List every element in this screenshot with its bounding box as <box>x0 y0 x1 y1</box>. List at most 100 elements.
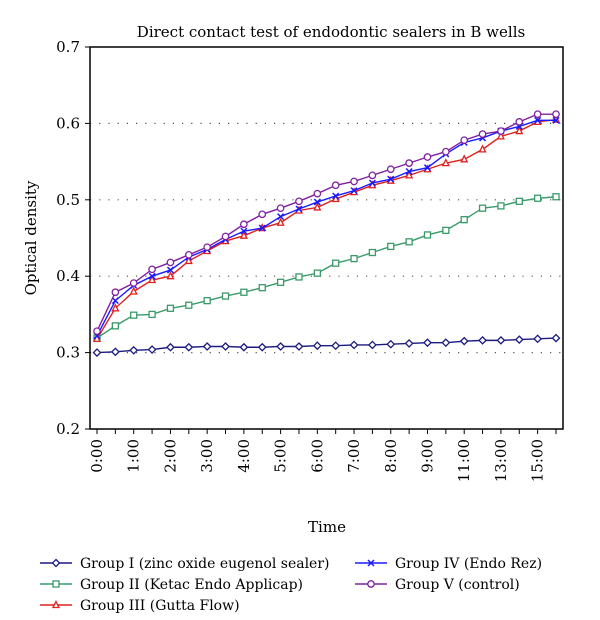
data-point <box>478 130 487 138</box>
data-point <box>276 204 285 213</box>
data-point <box>202 342 212 351</box>
data-point <box>147 345 157 354</box>
x-tick-label: 6:00 <box>308 439 326 473</box>
data-point <box>93 327 101 336</box>
data-point <box>350 187 358 195</box>
data-point <box>257 342 267 352</box>
data-point <box>350 254 358 263</box>
data-point <box>552 110 560 119</box>
data-point <box>460 154 469 163</box>
data-point <box>312 341 322 351</box>
data-point <box>110 347 120 357</box>
legend-item: Group V (control) <box>355 577 520 593</box>
series-5 <box>93 110 560 336</box>
data-point <box>277 213 285 221</box>
data-point <box>405 238 413 246</box>
data-point <box>497 127 505 135</box>
data-point <box>423 153 432 161</box>
data-point <box>221 292 230 300</box>
data-point <box>221 232 230 241</box>
data-point <box>111 297 119 305</box>
data-point <box>331 341 341 351</box>
data-point <box>331 181 340 190</box>
data-point <box>478 204 487 212</box>
legend-item: Group IV (Endo Rez) <box>355 556 542 572</box>
data-point <box>276 278 285 286</box>
data-point <box>240 288 248 296</box>
data-point <box>534 116 542 124</box>
data-point <box>386 165 395 174</box>
data-point <box>368 179 376 187</box>
data-point <box>423 338 432 348</box>
data-point <box>405 168 413 176</box>
data-point <box>111 288 120 297</box>
data-point <box>221 342 230 351</box>
data-point <box>386 339 396 349</box>
data-point <box>552 116 560 124</box>
data-point <box>515 126 524 135</box>
legend-label: Group V (control) <box>395 577 520 593</box>
y-axis-label: Optical density <box>22 180 40 295</box>
data-point <box>368 171 377 180</box>
data-point <box>166 258 175 267</box>
data-point <box>533 334 543 344</box>
data-point <box>423 231 432 239</box>
data-point <box>240 220 248 229</box>
data-point <box>184 255 193 265</box>
data-point <box>239 342 249 352</box>
data-point <box>258 210 267 219</box>
data-point <box>368 248 377 257</box>
data-point <box>313 269 321 277</box>
data-point <box>404 339 414 348</box>
data-point <box>552 193 560 201</box>
data-point <box>350 177 358 186</box>
data-point <box>184 250 193 259</box>
data-point <box>514 335 524 345</box>
data-point <box>203 243 212 252</box>
data-point <box>166 271 175 280</box>
y-tick-label: 0.4 <box>56 267 80 285</box>
series-line <box>96 196 557 339</box>
x-tick-label: 3:00 <box>198 439 216 473</box>
legend-marker <box>51 600 61 609</box>
y-tick-label: 0.5 <box>56 191 80 209</box>
data-point <box>185 301 193 309</box>
data-point <box>497 202 505 210</box>
data-point <box>460 136 469 145</box>
chart-title: Direct contact test of endodontic sealer… <box>137 23 525 41</box>
legend-item: Group III (Gutta Flow) <box>40 598 240 614</box>
x-axis-label: Time <box>308 518 346 536</box>
x-tick-label: 9:00 <box>418 439 436 473</box>
x-tick-label: 8:00 <box>382 439 400 473</box>
data-point <box>129 345 139 355</box>
x-tick-label: 1:00 <box>125 439 143 473</box>
data-point <box>130 311 138 319</box>
legend-item: Group I (zinc oxide eugenol sealer) <box>40 556 330 572</box>
data-point <box>551 333 561 343</box>
x-tick-label: 7:00 <box>345 439 363 473</box>
data-point <box>92 348 102 358</box>
data-point <box>313 198 321 206</box>
data-point <box>441 158 450 167</box>
y-tick-label: 0.3 <box>56 344 80 362</box>
data-point <box>459 336 469 346</box>
data-point <box>496 335 506 345</box>
data-point <box>442 226 450 235</box>
data-point <box>129 286 138 295</box>
x-tick-label: 4:00 <box>235 439 253 473</box>
data-point <box>295 197 303 206</box>
data-point <box>405 170 414 179</box>
data-point <box>387 175 395 183</box>
x-tick-label: 2:00 <box>161 439 179 473</box>
data-point <box>203 296 211 305</box>
series-3 <box>92 114 561 342</box>
data-point <box>460 216 468 224</box>
x-tick-label: 5:00 <box>272 439 290 473</box>
legend-marker <box>51 558 61 568</box>
y-tick-label: 0.2 <box>56 420 80 438</box>
data-point <box>367 340 377 350</box>
legend-marker <box>367 559 375 567</box>
data-point <box>441 147 450 156</box>
data-point <box>349 340 359 350</box>
